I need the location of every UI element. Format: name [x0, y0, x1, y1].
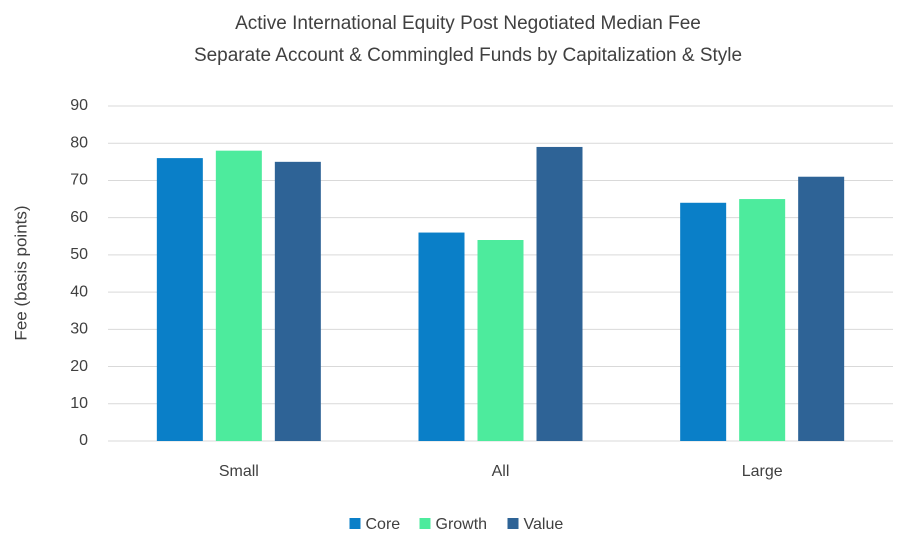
y-tick-label: 50 [70, 246, 88, 263]
x-tick-label: Small [219, 463, 259, 480]
y-tick-label: 10 [70, 395, 88, 412]
bar [156, 158, 203, 441]
bar [798, 176, 845, 441]
legend-swatch [349, 518, 361, 529]
y-tick-label: 60 [70, 209, 88, 226]
x-tick-label: Large [742, 463, 783, 480]
y-axis-label: Fee (basis points) [11, 205, 30, 340]
bar [536, 146, 583, 441]
bar [477, 240, 524, 441]
bar [680, 202, 727, 441]
bar [215, 150, 262, 441]
y-tick-label: 20 [70, 358, 88, 375]
y-tick-label: 80 [70, 134, 88, 151]
legend-swatch [507, 518, 519, 529]
x-tick-label: All [492, 463, 510, 480]
y-tick-label: 30 [70, 321, 88, 338]
bar [739, 199, 786, 441]
bar [274, 161, 321, 442]
chart-subtitle: Separate Account & Commingled Funds by C… [194, 45, 742, 66]
y-tick-label: 90 [70, 97, 88, 114]
chart-title: Active International Equity Post Negotia… [235, 13, 701, 34]
bar [418, 232, 465, 441]
legend-label: Core [366, 516, 401, 533]
legend-swatch [419, 518, 431, 529]
legend-label: Value [524, 516, 564, 533]
y-tick-label: 70 [70, 172, 88, 189]
y-tick-label: 0 [79, 432, 88, 449]
legend-label: Growth [436, 516, 488, 533]
y-tick-label: 40 [70, 283, 88, 300]
